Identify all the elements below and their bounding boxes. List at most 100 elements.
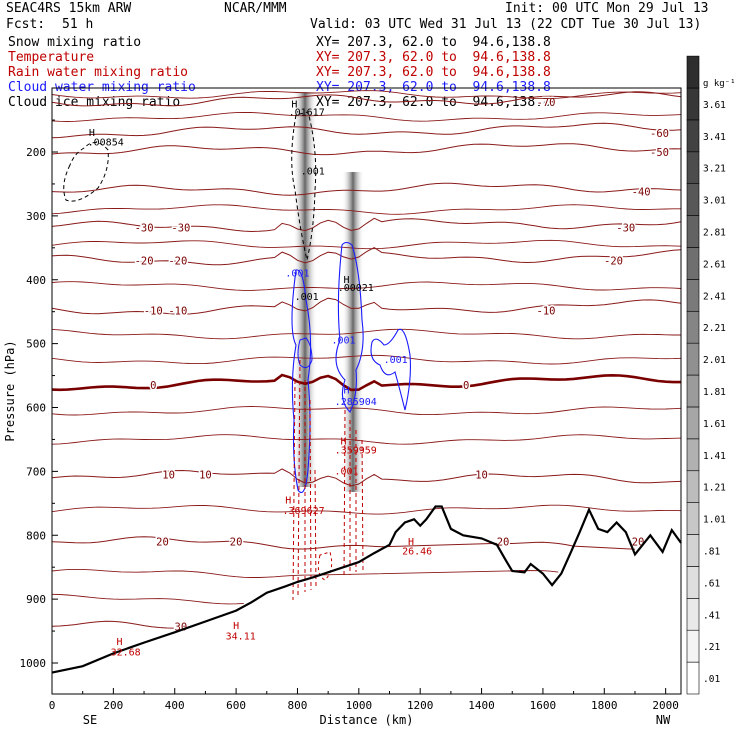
temperature-isotherm bbox=[51, 281, 682, 291]
extremum-label: .001 bbox=[295, 292, 319, 303]
x-tick-label: 1400 bbox=[468, 699, 495, 712]
temperature-isotherm bbox=[51, 239, 682, 250]
isotherm-label: -50 bbox=[650, 147, 669, 159]
isotherm-label: 20 bbox=[156, 537, 169, 549]
x-tick-label: 400 bbox=[165, 699, 185, 712]
temperature-isotherm bbox=[51, 536, 636, 550]
colorbar-swatch bbox=[686, 279, 700, 312]
isotherm-label: -60 bbox=[650, 128, 669, 140]
rain-contour-6 bbox=[343, 409, 346, 579]
extremum-label: .001 bbox=[335, 467, 359, 478]
isotherm-label: 20 bbox=[632, 537, 645, 549]
isotherm-label: -20 bbox=[135, 256, 154, 268]
temperature-isotherm bbox=[51, 373, 681, 392]
extremum-label: H bbox=[344, 275, 350, 286]
legend-temperature: Temperature bbox=[8, 50, 95, 65]
x-end-label-right: NW bbox=[656, 713, 671, 727]
legend-rain: Rain water mixing ratio bbox=[8, 65, 189, 80]
temperature-isotherm bbox=[51, 328, 681, 340]
isotherm-label: 10 bbox=[475, 470, 488, 482]
rain-contour-1 bbox=[292, 379, 296, 601]
extremum-label: H bbox=[285, 495, 291, 506]
colorbar-label: 3.41 bbox=[703, 132, 726, 143]
colorbar-swatch bbox=[686, 406, 700, 440]
colorbar-label: 2.81 bbox=[703, 228, 726, 239]
isotherm-label: -30 bbox=[135, 222, 154, 234]
temperature-isotherm bbox=[51, 111, 682, 122]
rain-water-contours bbox=[292, 359, 364, 601]
extremum-label: H bbox=[116, 637, 122, 648]
rain-contour-5 bbox=[314, 469, 317, 589]
valid-time: Valid: 03 UTC Wed 31 Jul 13 (22 CDT Tue … bbox=[310, 17, 702, 32]
isotherm-label: -40 bbox=[632, 187, 651, 199]
colorbar-swatch bbox=[686, 374, 700, 408]
org-label: NCAR/MMM bbox=[224, 1, 287, 16]
temperature-isotherm bbox=[51, 354, 682, 365]
extremum-label: H bbox=[291, 99, 297, 110]
rain-contour-2 bbox=[297, 359, 301, 596]
cloud-ice-contour-upper bbox=[291, 111, 317, 261]
legend-cloud-ice: Cloud ice mixing ratio bbox=[8, 95, 181, 110]
snow-shading bbox=[293, 92, 364, 492]
isotherm-label: -30 bbox=[171, 222, 190, 234]
temperature-isotherm bbox=[51, 247, 682, 266]
ice-snow-contours bbox=[63, 111, 317, 261]
x-tick-label: 1800 bbox=[591, 699, 618, 712]
colorbar-swatch bbox=[686, 183, 700, 216]
temperature-isotherm bbox=[51, 204, 681, 215]
extremum-label: .001 bbox=[285, 269, 309, 280]
colorbar-label: 3.61 bbox=[703, 100, 726, 111]
x-end-label-left: SE bbox=[83, 713, 97, 727]
temperature-isotherm bbox=[51, 143, 682, 156]
x-tick-label: 1600 bbox=[530, 699, 557, 712]
extremum-label: H bbox=[89, 128, 95, 139]
colorbar-swatch bbox=[686, 661, 700, 695]
colorbar-swatch bbox=[686, 534, 700, 567]
colorbar-swatch bbox=[686, 470, 700, 503]
colorbar-swatch bbox=[686, 598, 700, 631]
cloud-water-contour-2 bbox=[335, 241, 364, 413]
snow-column-1 bbox=[293, 92, 317, 487]
y-tick-label: 900 bbox=[26, 593, 46, 606]
colorbar-label: 2.21 bbox=[703, 323, 726, 334]
temperature-isotherm bbox=[51, 504, 682, 515]
model-title: SEAC4RS 15km ARW bbox=[6, 1, 132, 16]
colorbar-swatch bbox=[686, 215, 700, 248]
y-tick-label: 300 bbox=[26, 210, 46, 223]
extremum-label: 32.68 bbox=[111, 647, 141, 658]
isotherm-label: -10 bbox=[144, 305, 163, 317]
plot-axes: 0 200 400 600 800 1000 1200 1400 1600 1800 2000200… bbox=[3, 87, 682, 727]
extremum-label: H bbox=[408, 537, 414, 548]
temperature-isotherm bbox=[51, 122, 682, 139]
extrema-labels: H.00854H.01617.001H.00021.001.001.001.00… bbox=[88, 99, 433, 658]
forecast-hour: 51 h bbox=[62, 17, 94, 32]
x-axis-label: Distance (km) bbox=[320, 713, 414, 727]
isotherm-label: 20 bbox=[230, 537, 243, 549]
colorbar-label: 2.01 bbox=[703, 355, 726, 366]
colorbar-swatch bbox=[686, 342, 700, 376]
extremum-label: .00854 bbox=[88, 138, 124, 149]
extremum-label: 34.11 bbox=[226, 631, 256, 642]
isotherm-label: 30 bbox=[175, 622, 188, 634]
legend-temperature-xy: XY= 207.3, 62.0 to 94.6,138.8 bbox=[316, 50, 551, 65]
y-tick-label: 600 bbox=[26, 402, 46, 415]
extremum-label: H bbox=[344, 385, 350, 396]
extremum-label: H bbox=[233, 621, 239, 632]
x-tick-label: 800 bbox=[288, 699, 308, 712]
temperature-isotherm bbox=[51, 620, 183, 629]
rain-contour-10 bbox=[317, 551, 333, 581]
y-tick-label: 200 bbox=[26, 146, 46, 159]
temperature-isotherm bbox=[51, 182, 682, 196]
cloud-ice-contour-left bbox=[63, 142, 109, 202]
colorbar-label: 2.41 bbox=[703, 291, 726, 302]
temperature-isotherm bbox=[51, 297, 682, 315]
x-tick-label: 1200 bbox=[407, 699, 434, 712]
y-tick-label: 500 bbox=[26, 338, 46, 351]
colorbar-swatch bbox=[686, 151, 700, 184]
legend-cloud-ice-xy: XY= 207.3, 62.0 to 94.6,138.8 bbox=[316, 95, 551, 110]
x-tick-label: 0 bbox=[49, 699, 56, 712]
legend-snow: Snow mixing ratio bbox=[8, 35, 142, 50]
snow-column-2 bbox=[342, 172, 364, 492]
